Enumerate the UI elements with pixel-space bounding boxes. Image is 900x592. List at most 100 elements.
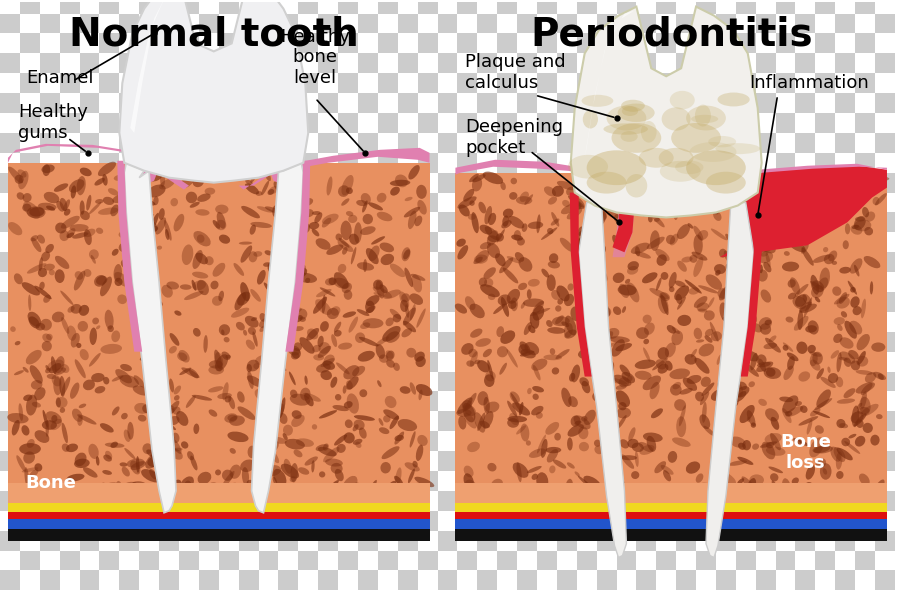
Ellipse shape: [267, 440, 279, 452]
Ellipse shape: [814, 187, 823, 193]
Ellipse shape: [405, 304, 410, 318]
Bar: [40, 153, 59, 173]
Ellipse shape: [254, 363, 259, 369]
Bar: [120, 153, 140, 173]
Ellipse shape: [336, 233, 342, 241]
Ellipse shape: [457, 197, 477, 209]
Ellipse shape: [276, 211, 287, 226]
Bar: [835, 233, 855, 252]
Ellipse shape: [793, 438, 802, 445]
Ellipse shape: [475, 338, 491, 347]
Ellipse shape: [408, 468, 415, 483]
Ellipse shape: [125, 275, 145, 282]
Bar: [716, 312, 736, 332]
Bar: [40, 471, 59, 491]
Ellipse shape: [508, 418, 519, 428]
Ellipse shape: [509, 391, 520, 403]
Bar: [238, 292, 258, 312]
Ellipse shape: [105, 451, 112, 459]
Bar: [676, 0, 696, 14]
Ellipse shape: [742, 440, 751, 451]
Ellipse shape: [42, 164, 50, 176]
Bar: [418, 352, 437, 372]
Bar: [20, 411, 40, 431]
Bar: [99, 93, 120, 113]
Ellipse shape: [74, 488, 86, 500]
Ellipse shape: [845, 223, 850, 234]
Bar: [776, 93, 796, 113]
Ellipse shape: [541, 439, 547, 458]
Ellipse shape: [781, 184, 793, 194]
Bar: [238, 511, 258, 530]
Ellipse shape: [842, 240, 849, 249]
Bar: [278, 14, 298, 34]
Ellipse shape: [307, 329, 319, 339]
Bar: [696, 272, 716, 292]
Ellipse shape: [331, 334, 338, 347]
Bar: [358, 491, 378, 511]
Bar: [358, 391, 378, 411]
Ellipse shape: [181, 441, 188, 449]
Bar: [776, 173, 796, 192]
Ellipse shape: [184, 481, 192, 490]
Ellipse shape: [23, 201, 40, 219]
Ellipse shape: [207, 482, 219, 496]
Ellipse shape: [106, 482, 118, 487]
Ellipse shape: [511, 234, 523, 240]
Bar: [676, 471, 696, 491]
Bar: [398, 431, 418, 451]
Ellipse shape: [383, 289, 400, 299]
Bar: [577, 252, 597, 272]
Bar: [140, 113, 159, 133]
Ellipse shape: [482, 349, 492, 357]
Bar: [796, 571, 815, 590]
Bar: [298, 252, 319, 272]
Bar: [557, 153, 577, 173]
Ellipse shape: [411, 275, 422, 292]
Ellipse shape: [403, 249, 410, 259]
Ellipse shape: [405, 462, 419, 471]
Bar: [219, 391, 238, 411]
Bar: [0, 312, 20, 332]
Ellipse shape: [606, 328, 619, 339]
Bar: [258, 431, 278, 451]
Ellipse shape: [694, 296, 707, 308]
Ellipse shape: [227, 166, 233, 174]
Bar: [298, 113, 319, 133]
Bar: [736, 0, 756, 14]
Bar: [477, 34, 497, 53]
Bar: [597, 411, 617, 431]
Bar: [557, 14, 577, 34]
Ellipse shape: [260, 379, 266, 385]
Ellipse shape: [636, 327, 649, 339]
Ellipse shape: [383, 486, 388, 502]
Bar: [636, 312, 656, 332]
Ellipse shape: [854, 216, 866, 230]
Ellipse shape: [578, 226, 595, 236]
Bar: [140, 133, 159, 153]
Ellipse shape: [706, 275, 722, 289]
Bar: [319, 153, 338, 173]
Ellipse shape: [617, 415, 626, 429]
Bar: [120, 113, 140, 133]
Bar: [199, 411, 219, 431]
Ellipse shape: [457, 397, 472, 414]
Ellipse shape: [133, 260, 140, 268]
Ellipse shape: [67, 326, 76, 341]
Bar: [796, 391, 815, 411]
Bar: [557, 53, 577, 73]
Ellipse shape: [676, 294, 682, 304]
Ellipse shape: [61, 377, 70, 395]
Bar: [199, 530, 219, 551]
Bar: [398, 451, 418, 471]
Ellipse shape: [673, 202, 679, 220]
Ellipse shape: [80, 211, 90, 220]
Bar: [835, 53, 855, 73]
Ellipse shape: [837, 324, 842, 331]
Ellipse shape: [375, 344, 385, 359]
Bar: [875, 292, 895, 312]
Ellipse shape: [660, 292, 670, 301]
Bar: [378, 14, 398, 34]
Ellipse shape: [662, 107, 690, 131]
Bar: [40, 352, 59, 372]
